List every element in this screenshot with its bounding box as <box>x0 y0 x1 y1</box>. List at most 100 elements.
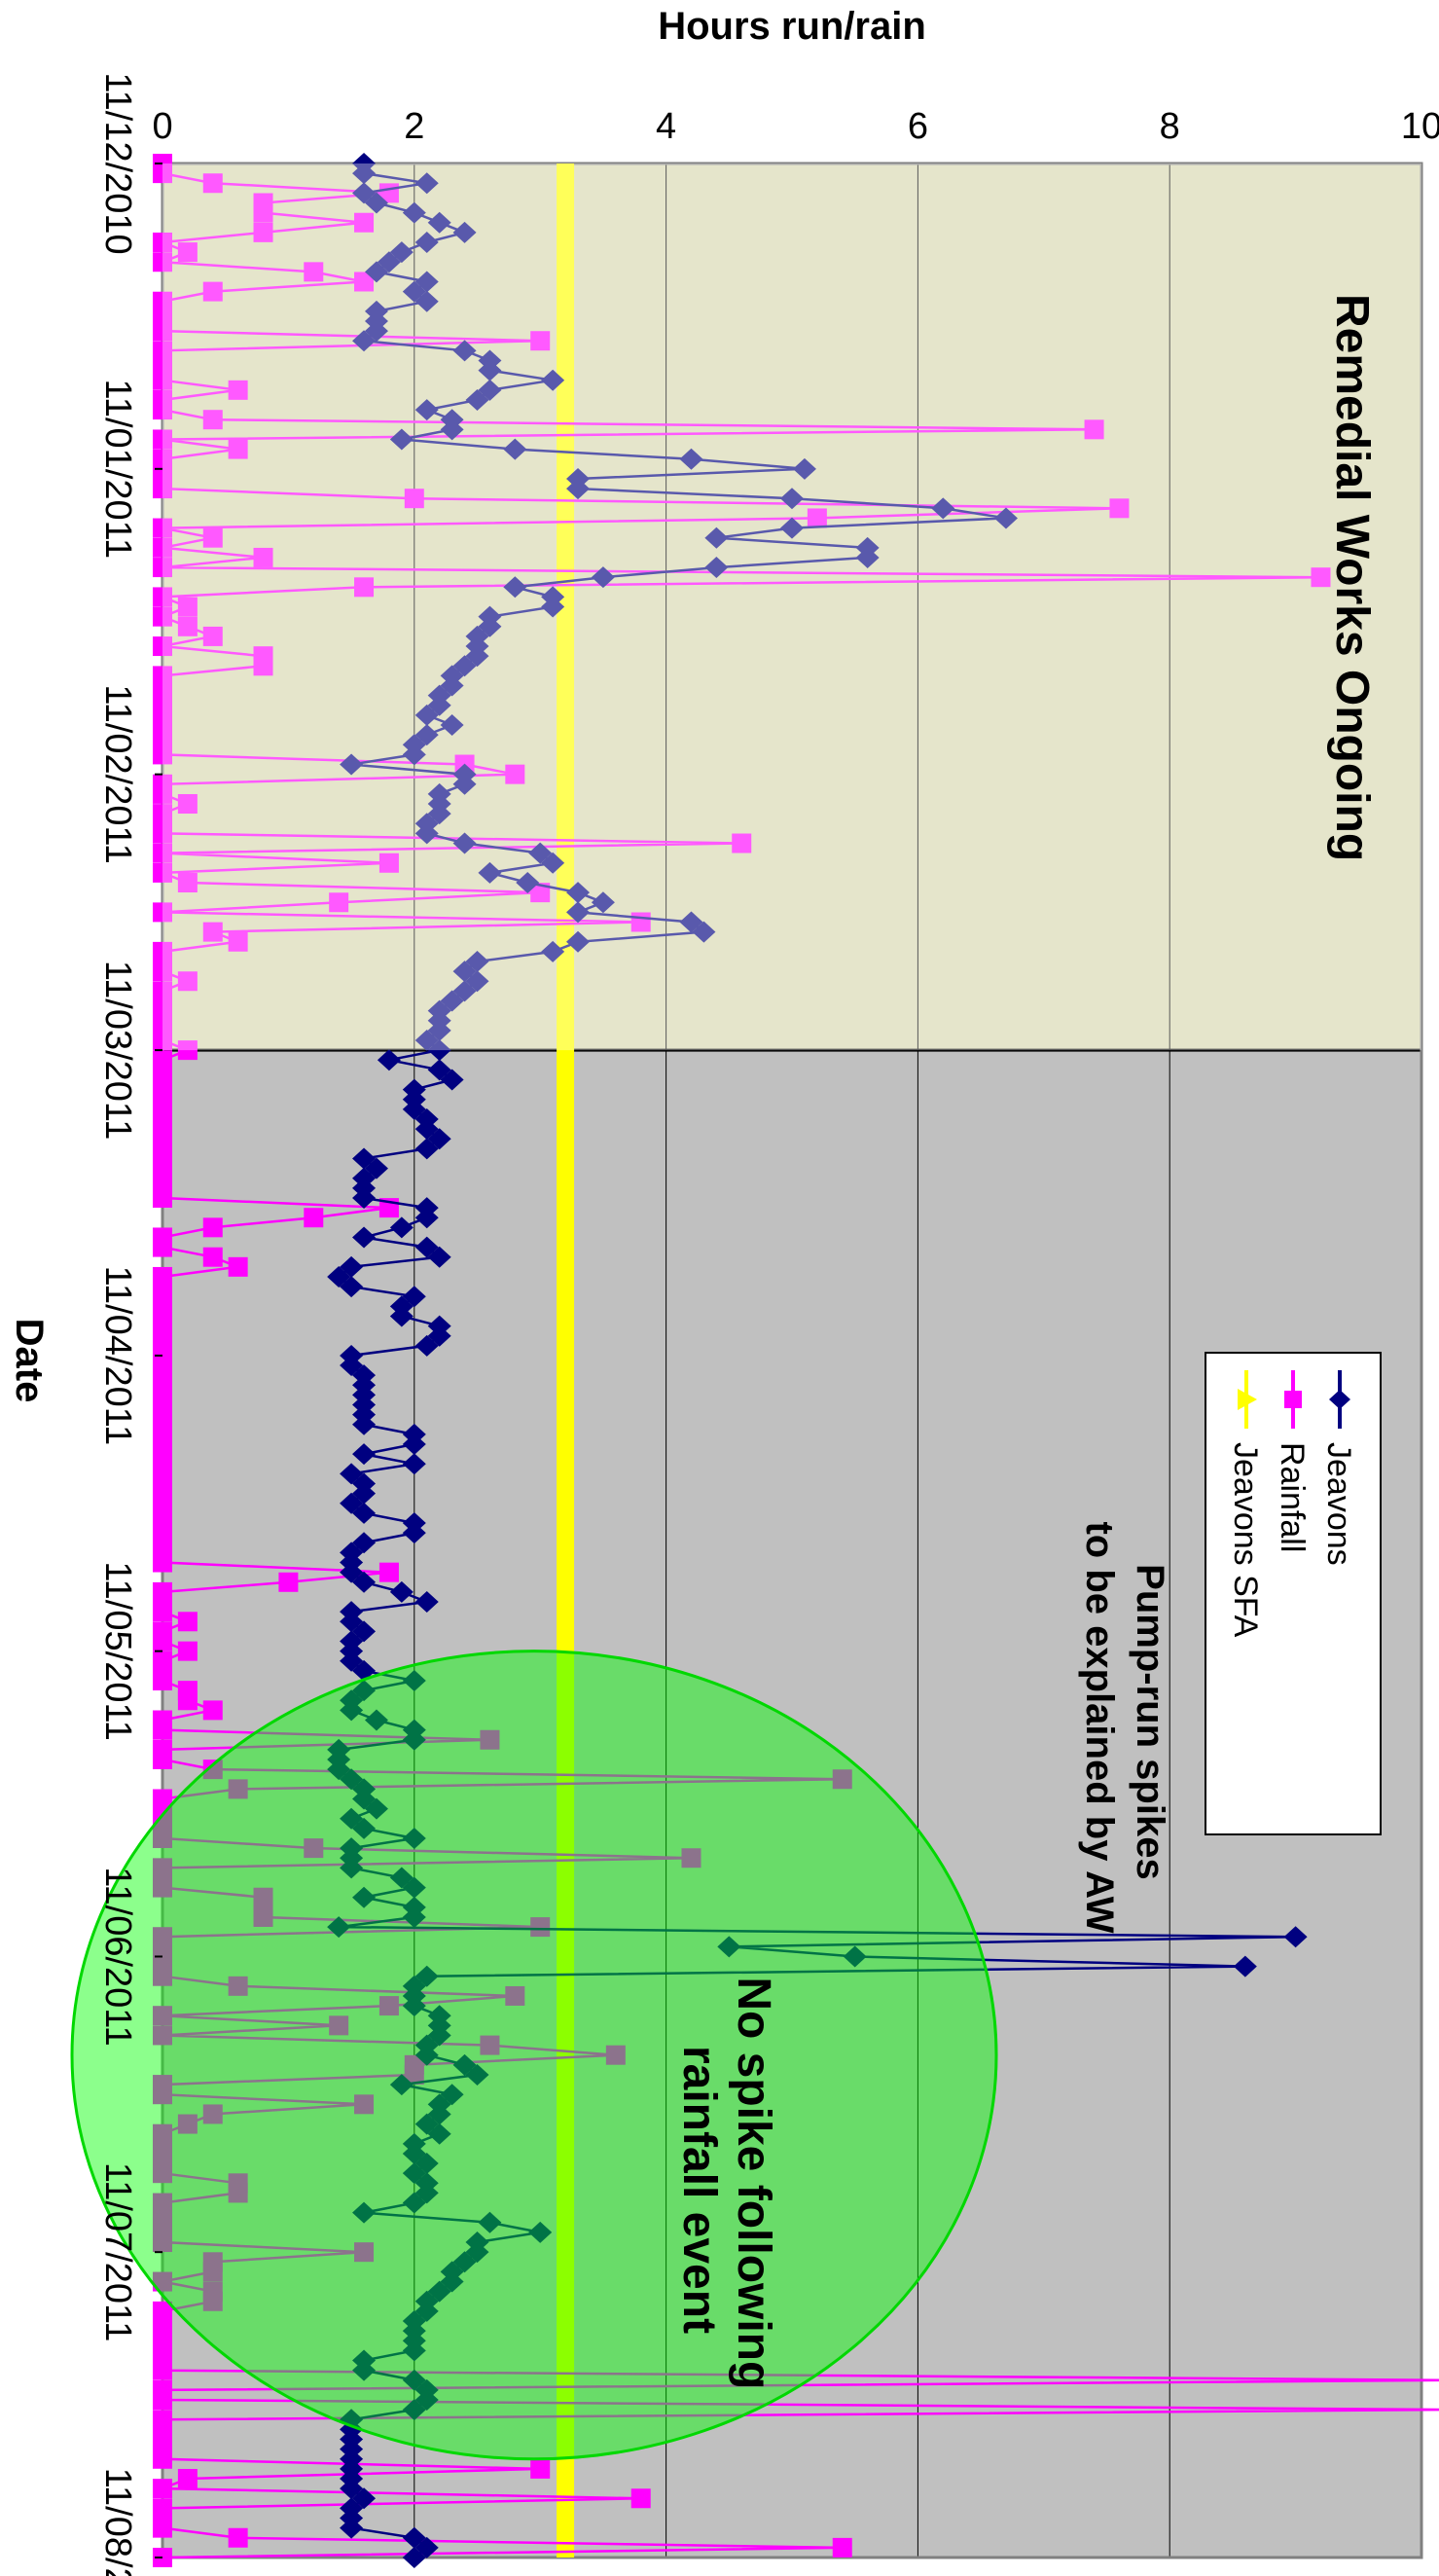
point-jeavons <box>465 388 489 411</box>
point-jeavons <box>465 2063 489 2086</box>
point-jeavons <box>414 704 439 726</box>
point-jeavons <box>402 1453 426 1475</box>
point-rainfall <box>177 1690 198 1711</box>
point-rainfall <box>153 606 172 627</box>
point-jeavons <box>478 359 502 381</box>
point-rainfall <box>153 1552 172 1573</box>
point-jeavons <box>541 852 565 874</box>
point-jeavons <box>427 1039 451 1062</box>
point-jeavons <box>352 1571 377 1593</box>
point-rainfall <box>530 883 551 903</box>
point-rainfall <box>153 400 172 420</box>
point-rainfall <box>153 902 172 923</box>
point-jeavons <box>402 1522 426 1544</box>
point-rainfall <box>530 2458 551 2479</box>
point-jeavons <box>402 744 426 766</box>
point-jeavons <box>352 1413 377 1435</box>
point-rainfall <box>304 1838 324 1859</box>
point-rainfall <box>153 1237 172 1257</box>
point-rainfall <box>505 1985 525 2006</box>
point-rainfall <box>202 626 223 646</box>
point-rainfall <box>177 2469 198 2489</box>
point-rainfall <box>480 2035 500 2055</box>
point-rainfall <box>505 764 525 784</box>
point-jeavons <box>414 822 439 845</box>
point-rainfall <box>153 636 172 657</box>
point-rainfall <box>253 547 273 567</box>
point-jeavons <box>528 2221 553 2243</box>
point-jeavons <box>478 2211 502 2233</box>
point-jeavons <box>352 2359 377 2381</box>
point-jeavons <box>402 1995 426 2017</box>
point-rainfall <box>153 1602 172 1622</box>
point-rainfall <box>177 1641 198 1661</box>
point-jeavons <box>541 369 565 391</box>
point-jeavons <box>402 2192 426 2214</box>
x-tick-label: 11/06/2011 <box>97 1867 138 2047</box>
point-jeavons <box>478 861 502 884</box>
point-jeavons <box>402 201 426 224</box>
point-jeavons <box>340 1699 364 1722</box>
x-axis-title: Date <box>8 1319 51 1403</box>
point-rainfall <box>354 2242 375 2263</box>
legend-marker <box>1284 1391 1302 1408</box>
point-jeavons <box>516 872 540 894</box>
annotation-pump-spikes-line-1: Pump-run spikes <box>1129 1564 1171 1880</box>
point-rainfall <box>228 439 248 459</box>
point-jeavons <box>402 1728 426 1751</box>
point-jeavons <box>414 399 439 421</box>
point-rainfall <box>153 163 172 184</box>
point-jeavons <box>503 576 527 599</box>
point-rainfall <box>202 2104 223 2124</box>
point-rainfall <box>153 2518 172 2538</box>
y-tick-label: 0 <box>152 106 172 147</box>
point-rainfall <box>354 2094 375 2115</box>
point-rainfall <box>354 272 375 292</box>
point-jeavons <box>427 211 451 234</box>
point-rainfall <box>153 1750 172 1769</box>
point-jeavons <box>414 231 439 253</box>
point-rainfall <box>177 971 198 992</box>
point-rainfall <box>177 2114 198 2134</box>
point-jeavons <box>414 172 439 195</box>
point-rainfall <box>404 2064 424 2085</box>
point-rainfall <box>732 833 752 853</box>
point-rainfall <box>329 892 349 913</box>
point-jeavons <box>364 192 388 214</box>
point-jeavons <box>452 773 477 795</box>
point-jeavons <box>566 930 591 953</box>
series-rainfall <box>153 154 1439 2567</box>
point-jeavons <box>340 1857 364 1879</box>
annotation-pump-spikes: Pump-run spikes to be explained by AW <box>1078 1521 1171 1933</box>
point-jeavons <box>414 1138 439 1160</box>
point-jeavons <box>679 448 703 470</box>
point-rainfall <box>1311 567 1331 588</box>
point-jeavons <box>389 428 414 451</box>
point-rainfall <box>153 1828 172 1848</box>
point-jeavons <box>352 1443 377 1466</box>
point-rainfall <box>153 961 172 982</box>
point-jeavons <box>843 1945 867 1968</box>
point-rainfall <box>153 2479 172 2499</box>
point-rainfall <box>153 1966 172 1986</box>
point-rainfall <box>153 2085 172 2105</box>
point-jeavons <box>352 1817 377 1839</box>
point-rainfall <box>202 1760 223 1780</box>
point-rainfall <box>228 1976 248 1996</box>
point-rainfall <box>404 489 424 509</box>
point-rainfall <box>153 2360 172 2380</box>
point-rainfall <box>153 2006 172 2026</box>
point-rainfall <box>202 2291 223 2311</box>
point-jeavons <box>402 1433 426 1456</box>
point-jeavons <box>377 1049 401 1071</box>
point-rainfall <box>530 331 551 351</box>
annotation-no-spike-line-1: No spike following <box>728 1977 779 2389</box>
point-jeavons <box>402 1670 426 1692</box>
point-jeavons <box>389 2074 414 2096</box>
point-rainfall <box>153 321 172 342</box>
annotation-no-spike: No spike following rainfall event <box>673 1977 779 2402</box>
point-rainfall <box>354 212 375 233</box>
point-rainfall <box>1109 498 1130 519</box>
x-tick-label: 11/02/2011 <box>97 684 138 864</box>
point-rainfall <box>153 2390 172 2411</box>
